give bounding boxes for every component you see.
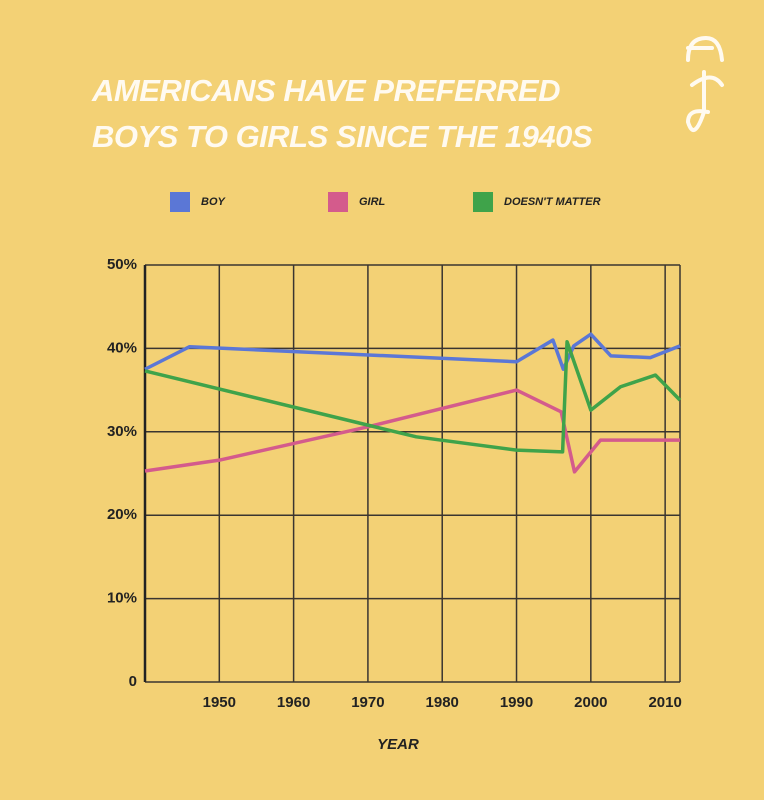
y-tick-label: 10% bbox=[107, 590, 137, 607]
x-tick-label: 1950 bbox=[203, 694, 236, 711]
x-axis-label: YEAR bbox=[377, 736, 419, 753]
x-tick-label: 2000 bbox=[574, 694, 607, 711]
series-line bbox=[144, 339, 682, 454]
series-line bbox=[144, 388, 680, 474]
y-tick-label: 40% bbox=[107, 339, 137, 356]
legend-label: BOY bbox=[201, 196, 227, 208]
legend-label: DOESN'T MATTER bbox=[504, 196, 601, 208]
legend-swatch bbox=[473, 192, 493, 212]
x-tick-label: 1990 bbox=[500, 694, 533, 711]
x-tick-label: 1980 bbox=[426, 694, 459, 711]
x-tick-label: 1960 bbox=[277, 694, 310, 711]
y-tick-label: 20% bbox=[107, 506, 137, 523]
legend-swatch bbox=[170, 192, 190, 212]
legend-swatch bbox=[328, 192, 348, 212]
y-tick-label: 0 bbox=[129, 673, 137, 690]
x-tick-label: 2010 bbox=[648, 694, 681, 711]
logo bbox=[685, 35, 724, 132]
series-line bbox=[144, 332, 681, 371]
y-tick-label: 30% bbox=[107, 423, 137, 440]
legend-label: GIRL bbox=[359, 196, 386, 208]
y-tick-label: 50% bbox=[107, 256, 137, 273]
chart-title: AMERICANS HAVE PREFERRED BOYS TO GIRLS S… bbox=[92, 73, 593, 154]
x-tick-label: 1970 bbox=[351, 694, 384, 711]
